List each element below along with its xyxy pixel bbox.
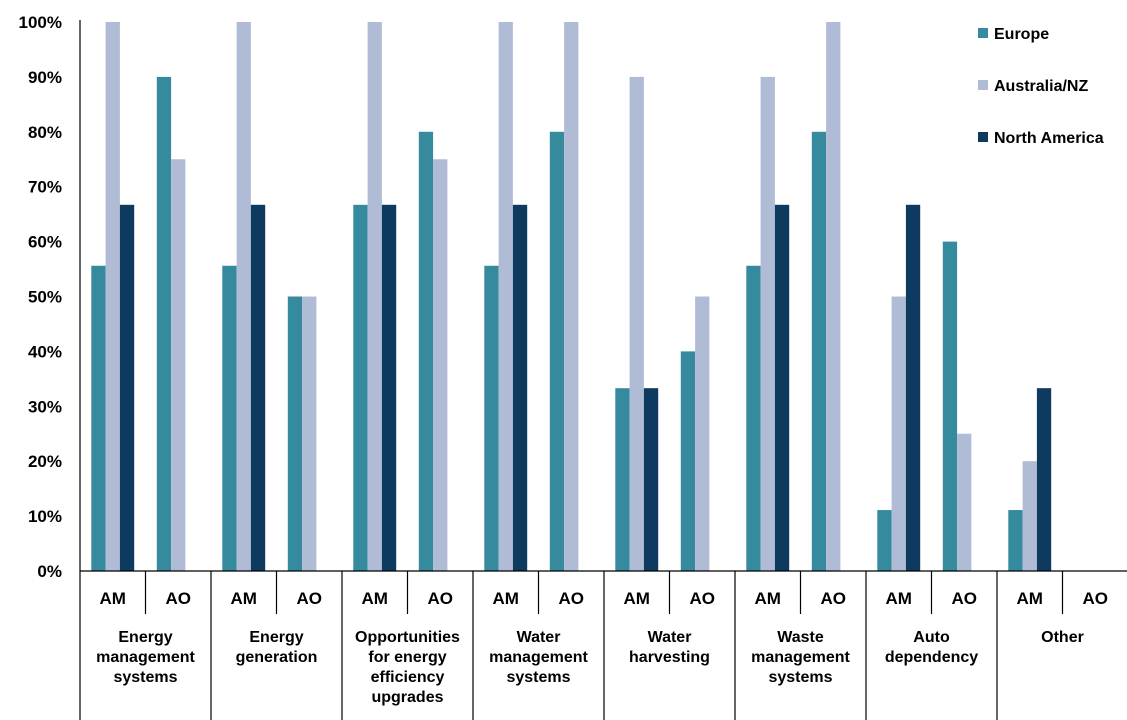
subcategory-label: AO	[297, 589, 323, 608]
subcategory-label: AO	[166, 589, 192, 608]
y-tick-label: 60%	[28, 233, 62, 252]
subcategory-label: AM	[886, 589, 912, 608]
bar-australia-nz	[695, 296, 710, 571]
bar-australia-nz	[236, 22, 251, 571]
bar-north-america	[512, 204, 528, 571]
group-label: Energy generation	[236, 629, 318, 666]
bar-europe	[746, 265, 761, 571]
bar-north-america	[643, 388, 659, 571]
bar-europe	[484, 265, 499, 571]
subcategory-label: AM	[493, 589, 519, 608]
group-label: Water management systems	[489, 629, 588, 686]
bar-australia-nz	[433, 159, 448, 571]
y-tick-label: 80%	[28, 123, 62, 142]
group-label: Energy management systems	[96, 629, 195, 686]
bar-australia-nz	[760, 76, 775, 572]
bar-europe	[287, 296, 303, 571]
bar-europe	[877, 510, 892, 571]
subcategory-label: AM	[100, 589, 126, 608]
subcategory-label: AM	[362, 589, 388, 608]
y-tick-label: 70%	[28, 178, 62, 197]
group-label: Auto dependency	[885, 629, 978, 666]
bar-australia-nz	[1022, 461, 1037, 571]
subcategory-label: AM	[231, 589, 257, 608]
bar-australia-nz	[891, 296, 906, 571]
subcategory-label: AO	[690, 589, 716, 608]
y-tick-label: 90%	[28, 68, 62, 87]
bar-australia-nz	[826, 22, 841, 571]
bar-europe	[418, 131, 434, 572]
bar-europe	[222, 265, 237, 571]
legend: Europe Australia/NZ North America	[978, 26, 1104, 147]
bar-europe	[811, 131, 827, 572]
group-label: Other	[1041, 629, 1084, 646]
y-tick-label: 50%	[28, 288, 62, 307]
bar-north-america	[381, 204, 397, 571]
bar-australia-nz	[957, 433, 972, 571]
bar-europe	[353, 204, 368, 571]
bar-australia-nz	[564, 22, 579, 571]
bar-australia-nz	[105, 22, 120, 571]
y-tick-label: 30%	[28, 397, 62, 416]
legend-swatch	[978, 132, 988, 142]
subcategory-label: AO	[559, 589, 585, 608]
bar-europe	[91, 265, 106, 571]
y-axis: 0% 10% 20% 30% 40% 50% 60% 70% 80% 90% 100%	[19, 13, 62, 581]
bar-north-america	[250, 204, 266, 571]
y-tick-label: 0%	[37, 562, 62, 581]
subcategory-label: AO	[1083, 589, 1109, 608]
bar-australia-nz	[498, 22, 513, 571]
legend-label: North America	[994, 130, 1104, 147]
x-axis: AM AO AM AO AM AO AM AO AM AO AM AO AM AO AM AO Energy ma…	[79, 20, 1127, 720]
legend-swatch	[978, 80, 988, 90]
subcategory-label: AM	[624, 589, 650, 608]
subcategory-label: AM	[755, 589, 781, 608]
bar-north-america	[119, 204, 135, 571]
bar-north-america	[905, 204, 921, 571]
bar-europe	[615, 388, 630, 571]
bar-australia-nz	[367, 22, 382, 571]
subcategory-label: AM	[1017, 589, 1043, 608]
y-tick-label: 10%	[28, 507, 62, 526]
bar-australia-nz	[629, 76, 644, 572]
group-label: Waste management systems	[751, 629, 850, 686]
legend-label: Australia/NZ	[994, 78, 1088, 95]
legend-swatch	[978, 28, 988, 38]
bar-europe	[680, 351, 696, 571]
bar-europe	[156, 76, 172, 572]
bar-europe	[549, 131, 565, 572]
bar-australia-nz	[302, 296, 317, 571]
group-label: Water harvesting	[629, 629, 710, 666]
bar-north-america	[774, 204, 790, 571]
y-tick-label: 40%	[28, 342, 62, 361]
y-tick-label: 20%	[28, 452, 62, 471]
bar-north-america	[1036, 388, 1052, 571]
y-tick-label: 100%	[19, 13, 62, 32]
subcategory-label: AO	[821, 589, 847, 608]
subcategory-label: AO	[428, 589, 454, 608]
bar-europe	[942, 241, 958, 571]
legend-label: Europe	[994, 26, 1049, 43]
bar-europe	[1008, 510, 1023, 571]
group-label: Opportunities for energy efficiency upgrade…	[355, 629, 460, 706]
bar-australia-nz	[171, 159, 186, 571]
subcategory-label: AO	[952, 589, 978, 608]
bars	[91, 22, 1052, 572]
